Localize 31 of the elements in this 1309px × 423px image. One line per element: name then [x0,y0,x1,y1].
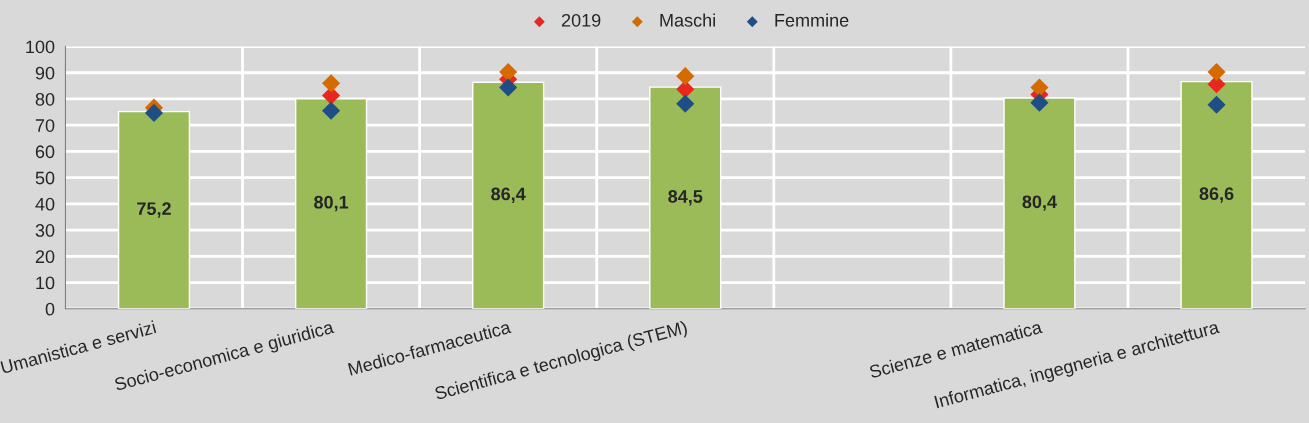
point [676,67,695,86]
legend-label: Maschi [660,13,715,27]
y-tick-label: 60 [35,145,55,159]
point [322,74,341,93]
y-tick-label: 0 [45,302,55,316]
data-label: 80,4 [1022,195,1057,211]
point [499,78,518,97]
y-tick-label: 90 [35,66,55,80]
point [1030,78,1049,97]
y-tick-label: 20 [35,250,55,264]
point [1207,95,1226,114]
y-tick-label: 40 [35,197,55,211]
point [322,101,341,120]
data-label: 84,5 [668,190,703,206]
point [1207,62,1226,82]
y-tick-label: 100 [26,40,55,54]
point [499,62,518,82]
point [1030,93,1049,112]
data-label: 86,6 [1199,187,1234,203]
point [676,94,695,113]
y-tick-label: 10 [36,276,55,290]
data-label: 80,1 [314,195,349,212]
legend-label: 2019 [561,13,601,27]
data-label: 86,4 [491,187,526,203]
y-tick-label: 30 [35,224,55,237]
legend-label: Femmine [775,13,849,27]
point [144,103,164,122]
data-label: 75,2 [137,202,171,218]
y-tick-label: 70 [35,119,55,132]
y-tick-label: 50 [35,171,55,185]
y-tick-label: 80 [35,92,55,106]
